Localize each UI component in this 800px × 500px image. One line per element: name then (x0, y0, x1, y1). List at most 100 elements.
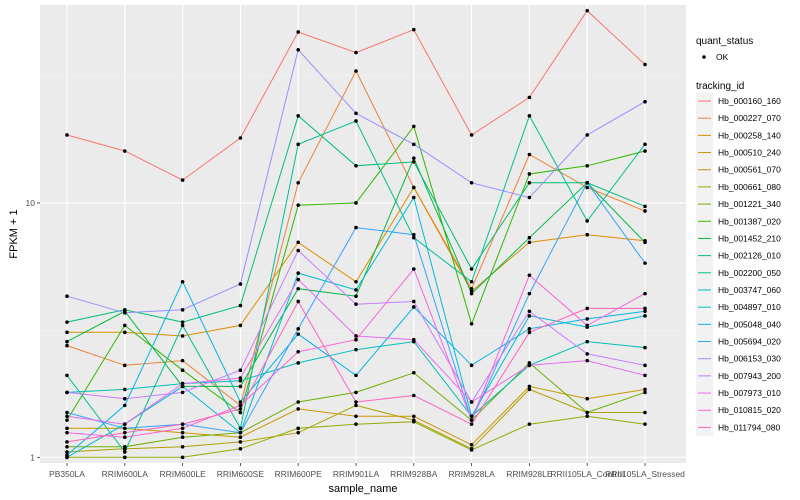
data-point-Hb_000561_070 (65, 450, 69, 454)
data-point-Hb_005048_040 (354, 373, 358, 378)
data-point-Hb_003747_060 (585, 339, 589, 344)
data-point-Hb_001387_020 (354, 201, 358, 205)
x-tick-label: RRIM928LE (506, 469, 553, 479)
legend-quant-key (702, 55, 706, 59)
data-point-Hb_002200_050 (180, 323, 185, 328)
y-tick-label: 1 (30, 452, 35, 462)
data-point-Hb_011794_080 (238, 407, 243, 411)
legend-label-Hb_010815_020: Hb_010815_020 (718, 405, 781, 415)
data-point-Hb_011794_080 (527, 330, 532, 335)
data-point-Hb_007973_010 (585, 358, 589, 363)
x-tick-label: RRIM928LA (448, 469, 495, 479)
data-point-Hb_000258_140 (123, 330, 127, 335)
data-point-Hb_007973_010 (527, 363, 532, 368)
data-point-Hb_001387_020 (238, 410, 243, 415)
data-point-Hb_010815_020 (527, 273, 532, 277)
data-point-Hb_010815_020 (296, 349, 301, 354)
data-point-Hb_000661_080 (412, 419, 416, 424)
data-point-Hb_005694_020 (354, 225, 358, 230)
legend-label-Hb_000227_070: Hb_000227_070 (718, 113, 781, 123)
data-point-Hb_000510_240 (412, 414, 416, 419)
data-point-Hb_000561_070 (354, 403, 358, 408)
data-point-Hb_007973_010 (412, 337, 416, 342)
data-point-Hb_006153_030 (527, 195, 532, 200)
data-point-Hb_002200_050 (238, 426, 243, 431)
data-point-Hb_000160_160 (527, 95, 532, 100)
data-point-Hb_001452_210 (643, 240, 647, 245)
data-point-Hb_007943_200 (412, 299, 416, 304)
data-point-Hb_002200_050 (65, 373, 69, 378)
data-point-Hb_001387_020 (180, 368, 185, 373)
data-point-Hb_010815_020 (643, 291, 647, 296)
grid-minor (40, 75, 686, 331)
data-point-Hb_003747_060 (354, 347, 358, 352)
data-point-Hb_001452_210 (354, 294, 358, 298)
legend-label-Hb_000510_240: Hb_000510_240 (718, 148, 781, 158)
data-point-Hb_007943_200 (180, 390, 185, 395)
data-point-Hb_000561_070 (238, 440, 243, 444)
legend-label-Hb_000661_080: Hb_000661_080 (718, 182, 781, 192)
data-point-Hb_005048_040 (123, 403, 127, 408)
data-point-Hb_002126_010 (123, 308, 127, 312)
data-point-Hb_005048_040 (643, 309, 647, 314)
data-point-Hb_001452_210 (412, 156, 416, 160)
x-tick-label: RRIM901LA (333, 469, 380, 479)
data-point-Hb_000661_080 (527, 422, 532, 426)
data-point-Hb_000227_070 (527, 152, 532, 157)
data-point-Hb_010815_020 (180, 426, 185, 431)
legend-label-Hb_001221_340: Hb_001221_340 (718, 199, 781, 209)
legend-label-Hb_006153_030: Hb_006153_030 (718, 354, 781, 364)
data-point-Hb_002200_050 (527, 114, 532, 118)
data-point-Hb_002126_010 (65, 320, 69, 324)
data-point-Hb_001387_020 (296, 203, 301, 207)
data-point-Hb_005694_020 (296, 327, 301, 331)
data-point-Hb_000661_080 (296, 426, 301, 431)
data-point-Hb_005694_020 (238, 430, 243, 435)
data-point-Hb_000160_160 (354, 50, 358, 55)
data-point-Hb_006153_030 (296, 47, 301, 52)
data-point-Hb_005048_040 (238, 400, 243, 404)
legend-label-Hb_005694_020: Hb_005694_020 (718, 337, 781, 347)
legend-label-Hb_011794_080: Hb_011794_080 (718, 422, 781, 432)
legend-label-Hb_007943_200: Hb_007943_200 (718, 371, 781, 381)
data-point-Hb_000258_140 (296, 240, 301, 245)
data-point-Hb_005694_020 (527, 291, 532, 296)
data-point-Hb_001221_340 (643, 390, 647, 395)
data-point-Hb_000227_070 (585, 185, 589, 190)
y-axis: 1 10 (26, 198, 40, 462)
data-point-Hb_000510_240 (354, 414, 358, 419)
legend-label-Hb_000561_070: Hb_000561_070 (718, 165, 781, 175)
x-tick-label: RRIM928BA (390, 469, 438, 479)
data-point-Hb_005048_040 (585, 317, 589, 321)
data-point-Hb_011794_080 (296, 299, 301, 304)
data-point-Hb_010815_020 (585, 323, 589, 328)
data-point-Hb_000561_070 (527, 387, 532, 392)
data-point-Hb_001452_210 (527, 235, 532, 240)
data-point-Hb_000227_070 (180, 358, 185, 363)
data-point-Hb_007943_200 (585, 352, 589, 356)
y-tick-label: 10 (26, 198, 36, 208)
data-point-Hb_000661_080 (469, 448, 474, 452)
data-point-Hb_000258_140 (180, 334, 185, 338)
data-point-Hb_002126_010 (354, 163, 358, 168)
data-point-Hb_000258_140 (238, 323, 243, 328)
data-point-Hb_004897_010 (643, 314, 647, 318)
data-point-Hb_002200_050 (123, 450, 127, 454)
data-point-Hb_000227_070 (296, 181, 301, 185)
data-point-Hb_007943_200 (354, 302, 358, 306)
data-point-Hb_000160_160 (238, 136, 243, 140)
data-point-Hb_004897_010 (527, 314, 532, 318)
data-point-Hb_004897_010 (412, 195, 416, 200)
data-point-Hb_007943_200 (238, 368, 243, 373)
data-point-Hb_001221_340 (354, 390, 358, 395)
data-point-Hb_007973_010 (296, 277, 301, 282)
data-point-Hb_001387_020 (412, 124, 416, 129)
data-point-Hb_000661_080 (354, 422, 358, 426)
data-point-Hb_001221_340 (123, 445, 127, 449)
legend-label-Hb_007973_010: Hb_007973_010 (718, 388, 781, 398)
data-point-Hb_001452_210 (65, 339, 69, 344)
data-point-Hb_001387_020 (123, 323, 127, 328)
data-point-Hb_005694_020 (412, 232, 416, 237)
data-point-Hb_004897_010 (180, 384, 185, 389)
